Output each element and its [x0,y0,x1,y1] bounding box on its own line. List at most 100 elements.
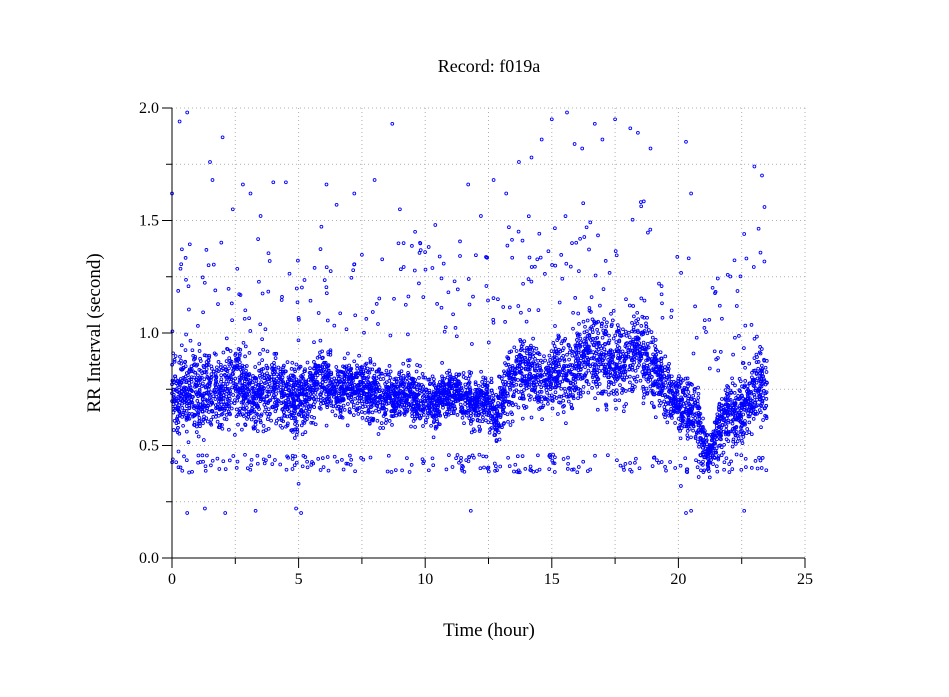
data-point [249,457,254,462]
data-point [363,404,368,409]
data-point [623,329,628,334]
data-point [370,367,375,372]
data-point [489,388,494,393]
data-point [541,403,546,408]
data-point [559,394,564,399]
data-point [659,373,663,378]
data-point [763,365,768,370]
data-point [493,433,498,437]
data-point [285,360,290,364]
data-point [513,462,518,467]
data-point [576,376,580,381]
data-point [231,454,236,458]
data-point [371,394,376,399]
data-point [614,340,619,344]
data-point [200,453,205,458]
data-point [764,397,769,401]
data-point [477,452,482,457]
data-point [594,345,599,349]
data-point [406,332,410,337]
data-point [632,375,636,380]
data-point [699,468,703,473]
data-point [646,328,651,332]
data-point [516,378,520,382]
data-point [614,253,619,258]
data-point [221,350,226,355]
data-point [474,253,478,258]
data-point [529,415,534,420]
data-point [303,367,307,372]
data-point [566,455,570,460]
data-point [473,380,478,385]
data-point [205,419,210,424]
data-point [665,420,670,425]
data-point [522,339,527,344]
data-point [734,430,739,434]
data-point [290,457,295,461]
data-point [567,357,571,362]
data-point [724,456,729,461]
data-point [415,387,420,392]
data-point [224,359,229,363]
data-points [170,110,769,515]
data-point [242,316,247,321]
data-point [214,411,219,416]
data-point [316,397,321,402]
data-point [324,265,329,270]
data-point [202,280,207,285]
data-point [606,385,611,390]
data-point [489,420,494,425]
data-point [230,371,235,376]
data-point [724,416,729,421]
data-point [205,453,209,458]
data-point [430,266,435,270]
data-point [554,396,559,400]
data-point [749,323,754,327]
data-point [546,401,550,406]
data-point [206,263,211,268]
data-point [707,469,711,473]
data-point [418,364,422,368]
data-point [581,384,586,389]
data-point [621,327,625,332]
data-point [507,464,512,468]
data-point [734,425,739,429]
data-point [303,455,308,459]
data-point [574,240,579,245]
data-point [749,466,754,470]
data-point [367,421,372,426]
data-point [669,308,674,313]
data-point [734,304,739,308]
data-point [714,464,719,469]
data-point [660,301,664,306]
data-point [302,278,307,282]
data-point [512,345,517,350]
data-point [570,241,574,245]
data-point [695,439,700,444]
data-point [720,316,724,321]
data-point [614,406,618,411]
data-point [712,420,717,425]
grid [171,107,806,559]
data-point [238,380,242,385]
data-point [686,396,691,401]
data-point [378,377,383,382]
data-point [561,410,566,414]
data-point [520,391,525,396]
data-point [439,305,444,310]
data-point [757,408,762,412]
data-point [183,364,188,369]
data-point [321,355,325,360]
data-point [194,407,199,412]
data-point [560,276,565,281]
data-point [300,464,305,469]
data-point [318,468,323,472]
data-point [342,408,347,412]
data-point [195,399,200,403]
data-point [550,406,555,411]
data-point [245,384,250,389]
data-point [387,379,392,383]
data-point [735,439,740,444]
data-point [236,422,240,427]
data-point [461,371,466,375]
